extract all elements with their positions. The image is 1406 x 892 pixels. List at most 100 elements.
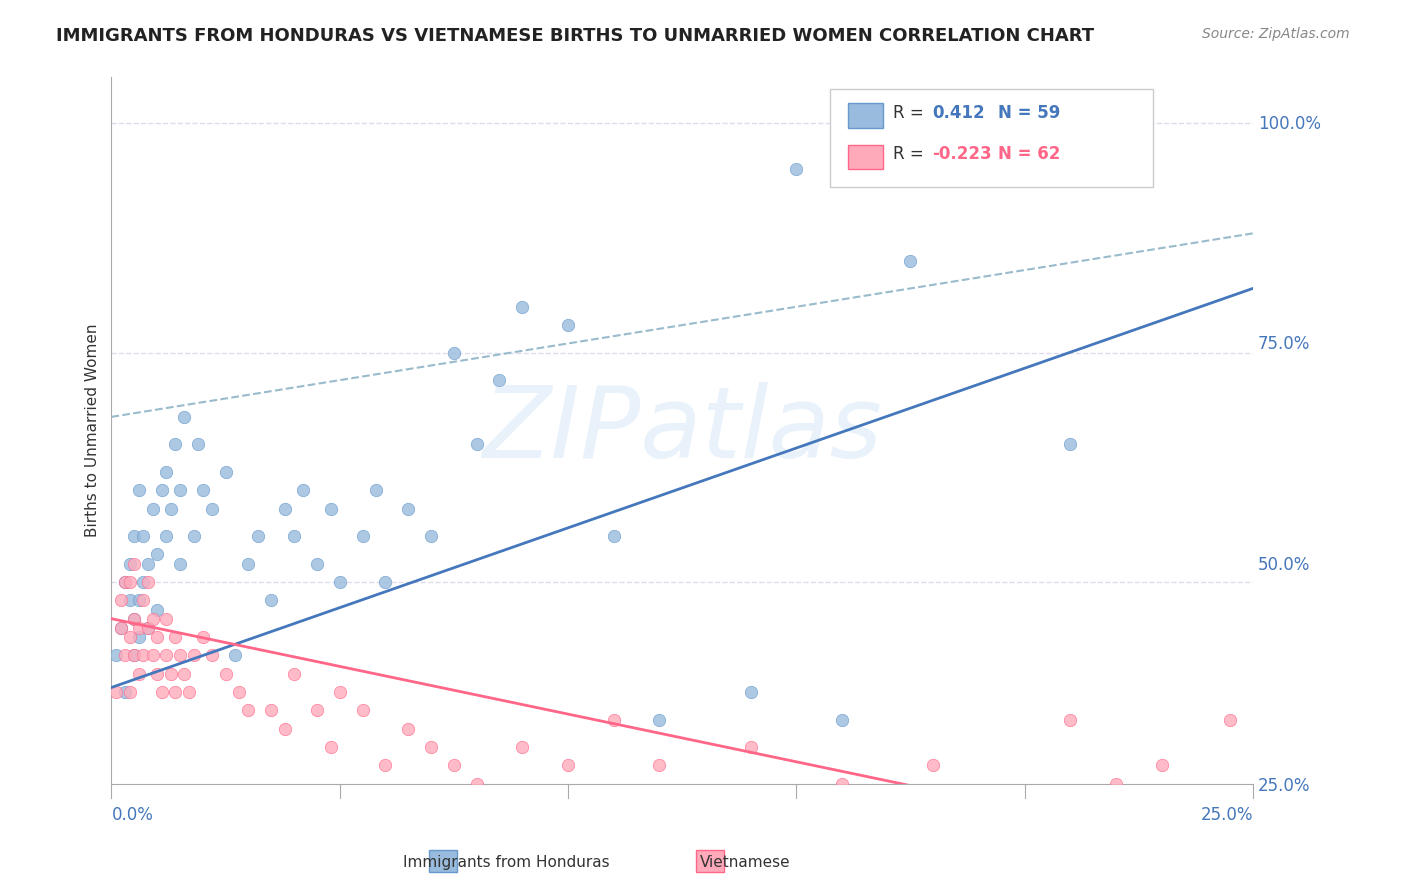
Point	[136, 621, 159, 635]
Point	[136, 621, 159, 635]
Point	[305, 557, 328, 571]
Point	[319, 740, 342, 755]
Point	[136, 574, 159, 589]
Point	[510, 300, 533, 314]
Point	[224, 648, 246, 663]
Text: ZIPatlas: ZIPatlas	[482, 382, 882, 479]
Point	[165, 437, 187, 451]
Text: 0.0%: 0.0%	[111, 806, 153, 824]
Point	[110, 621, 132, 635]
Text: R =: R =	[893, 104, 929, 122]
Point	[488, 373, 510, 387]
Point	[396, 722, 419, 736]
Point	[122, 612, 145, 626]
Point	[159, 501, 181, 516]
Point	[169, 648, 191, 663]
Point	[183, 529, 205, 543]
Point	[366, 483, 388, 498]
Point	[374, 758, 396, 772]
Point	[110, 593, 132, 607]
Point	[214, 465, 236, 479]
Point	[396, 501, 419, 516]
Point	[260, 703, 283, 717]
Text: Immigrants from Honduras: Immigrants from Honduras	[404, 855, 609, 870]
Point	[648, 758, 671, 772]
Point	[1197, 805, 1219, 819]
Point	[104, 685, 127, 699]
Point	[1059, 713, 1081, 727]
Point	[136, 557, 159, 571]
Point	[155, 465, 177, 479]
Point	[146, 666, 169, 681]
Point	[165, 630, 187, 644]
Point	[274, 501, 297, 516]
Point	[274, 722, 297, 736]
Point	[128, 630, 150, 644]
Point	[132, 529, 155, 543]
Point	[155, 529, 177, 543]
Text: 0.412: 0.412	[932, 104, 984, 122]
Point	[201, 501, 224, 516]
Point	[329, 574, 352, 589]
Point	[159, 666, 181, 681]
Text: N = 62: N = 62	[998, 145, 1060, 163]
Point	[228, 685, 250, 699]
Point	[118, 685, 141, 699]
Point	[155, 612, 177, 626]
Point	[831, 713, 853, 727]
Point	[183, 648, 205, 663]
Text: N = 59: N = 59	[998, 104, 1060, 122]
Point	[557, 318, 579, 332]
Point	[187, 437, 209, 451]
Text: Source: ZipAtlas.com: Source: ZipAtlas.com	[1202, 27, 1350, 41]
Point	[173, 409, 195, 424]
Point	[177, 685, 200, 699]
Point	[132, 593, 155, 607]
Point	[420, 740, 443, 755]
Point	[374, 574, 396, 589]
Point	[1105, 777, 1128, 791]
Point	[165, 685, 187, 699]
Point	[169, 483, 191, 498]
Point	[238, 557, 260, 571]
Text: IMMIGRANTS FROM HONDURAS VS VIETNAMESE BIRTHS TO UNMARRIED WOMEN CORRELATION CHA: IMMIGRANTS FROM HONDURAS VS VIETNAMESE B…	[56, 27, 1094, 45]
Text: Vietnamese: Vietnamese	[700, 855, 790, 870]
Point	[150, 483, 173, 498]
Point	[128, 593, 150, 607]
Point	[114, 574, 136, 589]
Point	[122, 648, 145, 663]
Text: R =: R =	[893, 145, 929, 163]
Point	[122, 612, 145, 626]
Point	[283, 666, 305, 681]
Point	[246, 529, 269, 543]
Point	[118, 630, 141, 644]
Point	[214, 666, 236, 681]
Point	[128, 621, 150, 635]
Point	[602, 529, 624, 543]
Point	[146, 630, 169, 644]
Point	[465, 437, 488, 451]
Point	[319, 501, 342, 516]
Point	[785, 162, 807, 177]
Point	[141, 612, 163, 626]
Point	[1059, 437, 1081, 451]
Point	[420, 529, 443, 543]
Point	[191, 630, 214, 644]
Point	[122, 529, 145, 543]
Point	[443, 758, 465, 772]
Point	[465, 777, 488, 791]
Point	[283, 529, 305, 543]
Point	[352, 529, 374, 543]
Point	[201, 648, 224, 663]
Point	[118, 557, 141, 571]
Point	[114, 685, 136, 699]
Point	[238, 703, 260, 717]
Point	[1150, 758, 1173, 772]
Point	[122, 648, 145, 663]
Point	[146, 602, 169, 616]
Point	[122, 557, 145, 571]
Point	[443, 345, 465, 359]
Point	[146, 548, 169, 562]
Point	[173, 666, 195, 681]
Point	[831, 777, 853, 791]
